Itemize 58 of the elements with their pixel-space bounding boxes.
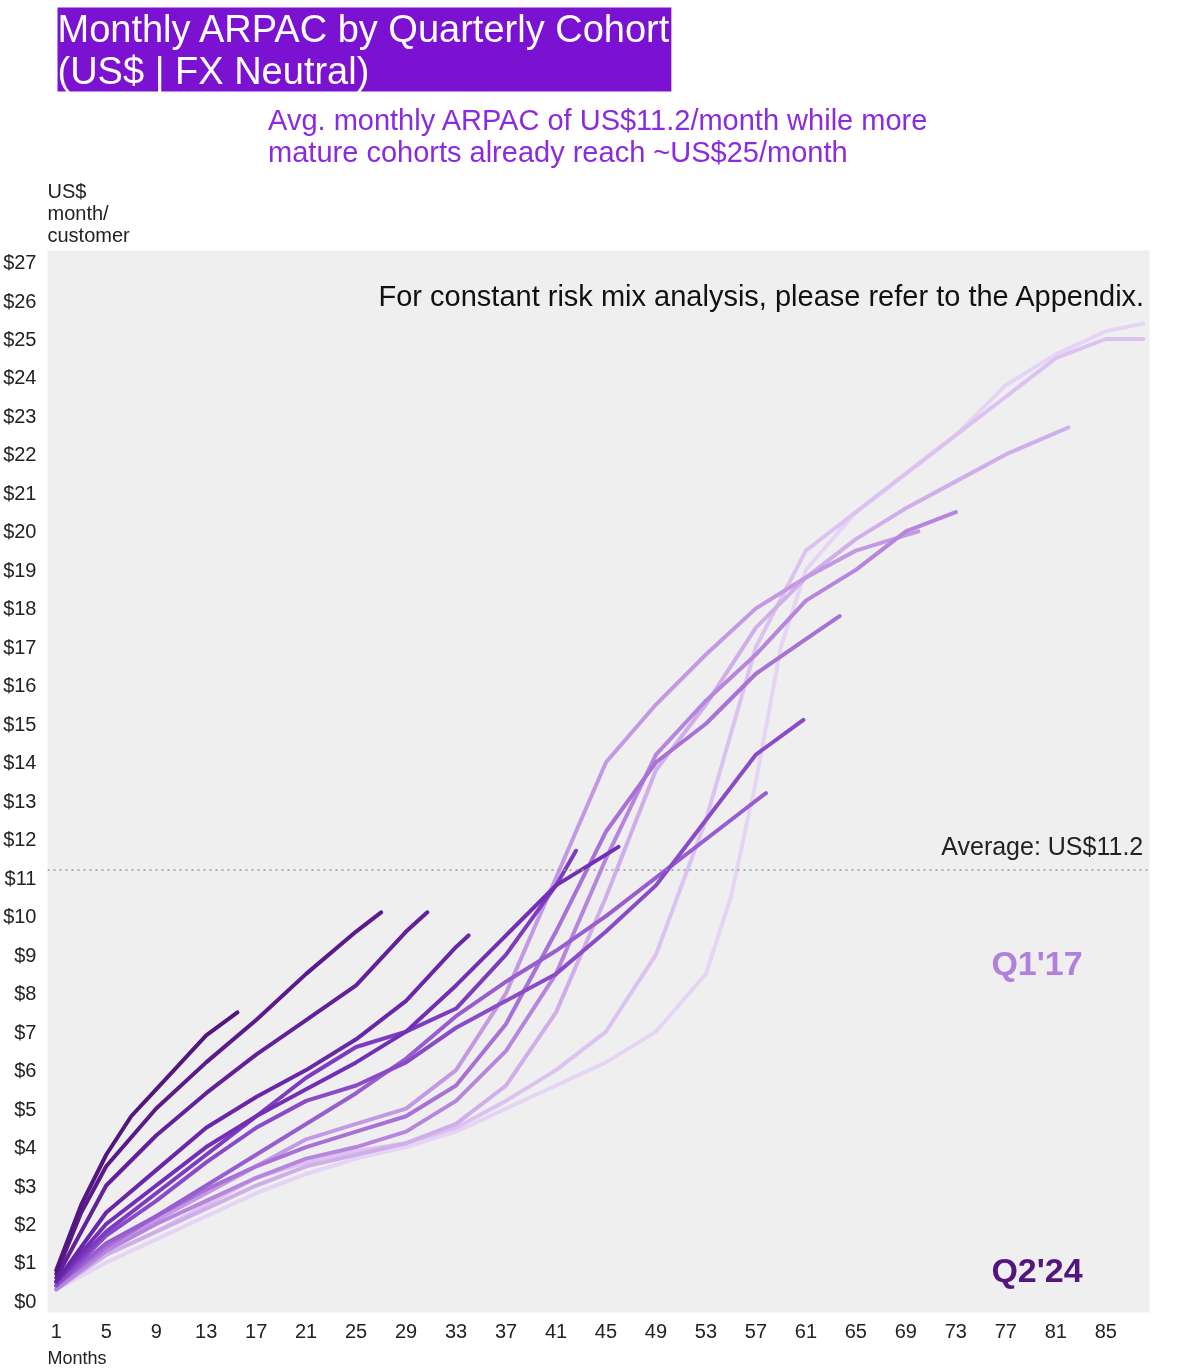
annotation: Q1'17 [991,943,1083,982]
y-tick-label: $21 [3,481,37,504]
x-tick-label: 33 [444,1319,468,1342]
y-tick-label: $14 [3,751,37,774]
x-tick-label: 53 [694,1319,718,1342]
chart-subtitle: Avg. monthly ARPAC of US$11.2/month while more mature cohorts already reach ~US$25/month [268,103,928,168]
x-tick-label: 85 [1094,1319,1117,1342]
annotation: Q2'24 [991,1251,1083,1290]
x-tick-label: 77 [994,1319,1017,1342]
y-tick-label: $27 [3,251,37,274]
x-tick-label: 37 [494,1319,518,1342]
x-tick-label: 29 [394,1319,418,1342]
x-tick-label: 41 [544,1319,568,1342]
y-tick-label: $5 [14,1097,37,1120]
chart-title: Monthly ARPAC by Quarterly Cohort (US$ | FX Neutral) [57,7,670,92]
y-tick-label: $19 [3,558,37,581]
x-tick-label: 9 [150,1319,162,1342]
x-tick-label: 45 [594,1319,618,1342]
y-tick-label: $17 [3,635,37,658]
y-tick-label: $7 [14,1020,37,1043]
x-tick-label: 65 [844,1319,868,1342]
y-tick-label: $15 [3,712,37,735]
y-tick-label: $1 [14,1251,37,1274]
y-tick-label: $26 [3,289,37,312]
y-tick-label: $10 [3,905,37,928]
y-tick-label: $24 [3,366,37,389]
annotation: For constant risk mix analysis, please refer to the Appendix. [378,280,1145,313]
y-tick-label: $12 [3,828,37,851]
x-axis-title: Months [47,1347,107,1368]
x-tick-label: 21 [295,1319,318,1342]
x-tick-label: 17 [245,1319,268,1342]
x-tick-label: 61 [794,1319,818,1342]
y-tick-label: $25 [3,328,37,350]
y-tick-label: $22 [3,443,37,466]
y-tick-label: $11 [4,866,37,889]
y-tick-label: $8 [14,982,37,1005]
y-tick-label: $23 [3,404,37,427]
y-tick-label: $3 [14,1174,37,1197]
x-tick-label: 1 [50,1319,62,1342]
x-tick-label: 73 [944,1319,967,1342]
y-tick-label: $2 [14,1213,37,1235]
y-tick-label: $9 [14,943,37,966]
x-tick-label: 25 [344,1319,368,1342]
y-tick-label: $20 [3,520,37,543]
y-tick-label: $6 [14,1059,37,1082]
y-tick-label: $13 [3,789,37,812]
y-tick-label: $16 [3,674,37,697]
y-tick-label: $18 [3,597,37,620]
x-tick-label: 13 [195,1319,218,1342]
x-tick-label: 5 [100,1319,112,1342]
y-tick-label: $4 [14,1136,37,1159]
ref-line-label: Average: US$11.2 [941,832,1144,861]
y-tick-label: $0 [14,1289,37,1312]
y-axis-title: US$ month/ customer [47,179,131,246]
x-tick-label: 69 [894,1319,917,1342]
x-tick-label: 57 [744,1319,768,1342]
x-tick-label: 49 [644,1319,668,1342]
x-tick-label: 81 [1044,1319,1067,1342]
